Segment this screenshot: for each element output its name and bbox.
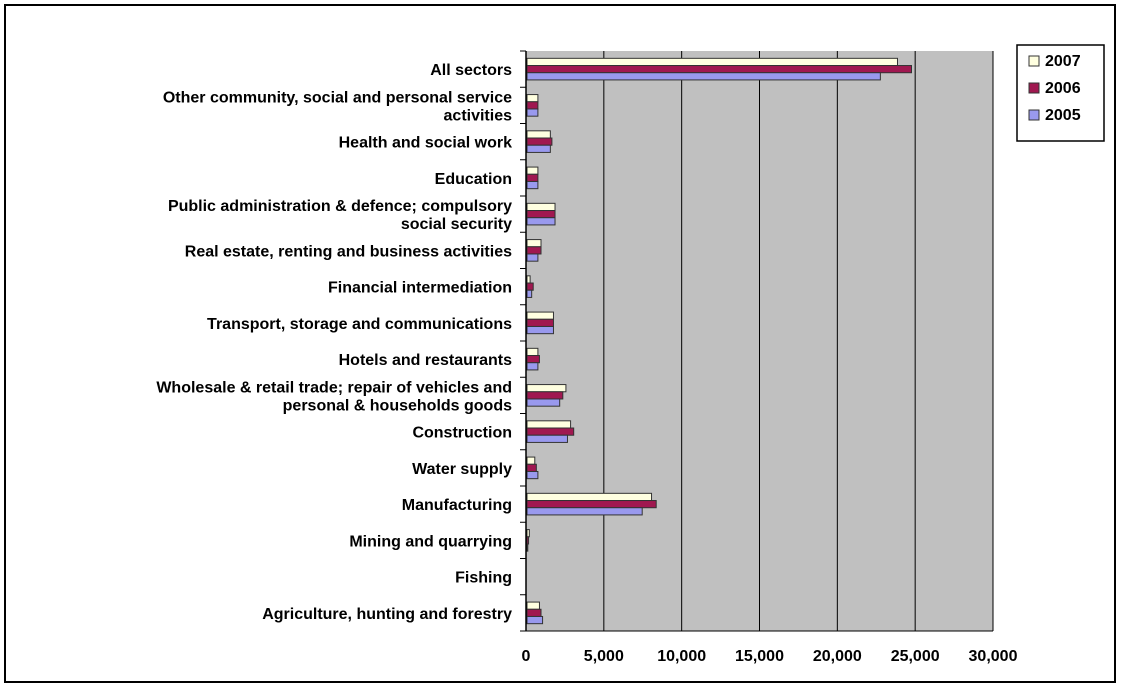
- bar-2006: [526, 137, 553, 146]
- chart-frame: All sectors Other community, social and p…: [4, 4, 1116, 683]
- bars: [526, 57, 912, 625]
- category-label: All sectors: [430, 62, 512, 79]
- x-tick-label: 30,000: [969, 648, 1018, 665]
- legend-label-2005: 2005: [1045, 107, 1081, 124]
- bar-2006: [526, 246, 542, 255]
- bar-2007: [526, 456, 536, 465]
- bar-2007: [526, 529, 530, 538]
- category-label: Wholesale & retail trade; repair of vehi…: [156, 379, 512, 414]
- x-tick-label: 10,000: [657, 648, 706, 665]
- bar-2005: [526, 543, 529, 552]
- category-label: Manufacturing: [402, 497, 512, 514]
- bar-chart: All sectors Other community, social and p…: [156, 44, 1105, 665]
- bar-2007: [526, 311, 554, 320]
- bar-2006: [526, 463, 537, 472]
- category-label: Agriculture, hunting and forestry: [262, 606, 512, 623]
- legend: 2007 2006 2005: [1016, 44, 1105, 142]
- bar-2006: [526, 318, 554, 327]
- x-tick-label: 25,000: [891, 648, 940, 665]
- bar-2007: [526, 57, 898, 67]
- bar-2005: [526, 615, 544, 625]
- bar-2006: [526, 282, 534, 291]
- x-tick-labels: 0 5,000 10,000 15,000 20,000 25,000 30,000: [522, 648, 1018, 665]
- bar-2007: [526, 166, 539, 175]
- y-axis: [520, 50, 993, 632]
- legend-swatch-2006: [1028, 82, 1040, 94]
- bar-2005: [526, 108, 539, 117]
- bar-2007: [526, 384, 567, 393]
- bar-2005: [526, 325, 554, 335]
- category-label: Water supply: [412, 461, 512, 478]
- bar-2006: [526, 427, 575, 436]
- bar-2006: [526, 65, 912, 74]
- category-label: Construction: [412, 425, 512, 442]
- gridlines: [603, 51, 994, 631]
- bar-2005: [526, 289, 533, 298]
- category-label: Financial intermediation: [328, 280, 512, 297]
- bar-2007: [526, 239, 542, 248]
- bar-2007: [526, 492, 653, 502]
- legend-label-2006: 2006: [1045, 80, 1081, 97]
- bar-2006: [526, 210, 556, 219]
- bar-2007: [526, 601, 540, 610]
- category-labels: All sectors Other community, social and p…: [156, 62, 512, 623]
- legend-swatch-2007: [1028, 55, 1040, 67]
- bar-2006: [526, 500, 657, 509]
- bar-2005: [526, 434, 568, 443]
- legend-swatch-2005: [1028, 109, 1040, 121]
- bar-2006: [526, 173, 539, 182]
- bar-2005: [526, 72, 881, 81]
- bar-2005: [526, 217, 556, 226]
- bar-2005: [526, 362, 539, 371]
- category-label: Hotels and restaurants: [339, 352, 512, 369]
- category-label: Public administration & defence; compuls…: [168, 198, 512, 233]
- x-tick-label: 20,000: [813, 648, 862, 665]
- category-label: Fishing: [455, 570, 512, 587]
- category-label: Mining and quarrying: [349, 533, 512, 550]
- category-label: Health and social work: [339, 135, 512, 152]
- bar-2007: [526, 130, 551, 139]
- bar-2006: [526, 101, 539, 110]
- bar-2007: [526, 347, 539, 357]
- x-tick-label: 5,000: [584, 648, 624, 665]
- bar-2005: [526, 398, 561, 407]
- bar-2007: [526, 275, 531, 284]
- x-tick-label: 15,000: [735, 648, 784, 665]
- category-label: Other community, social and personal ser…: [163, 89, 512, 124]
- category-label: Education: [435, 171, 512, 188]
- bar-2007: [526, 94, 539, 103]
- bar-2006: [526, 608, 542, 617]
- bar-2005: [526, 180, 539, 190]
- bar-2005: [526, 253, 539, 262]
- bar-2005: [526, 470, 539, 480]
- legend-label-2007: 2007: [1045, 53, 1081, 70]
- bar-2007: [526, 420, 572, 429]
- x-tick-label: 0: [522, 648, 531, 665]
- bar-2006: [526, 391, 564, 400]
- bar-2005: [526, 507, 643, 516]
- bar-2007: [526, 202, 556, 212]
- category-label: Real estate, renting and business activi…: [185, 243, 512, 260]
- bar-2005: [526, 144, 551, 153]
- bar-2006: [526, 355, 540, 364]
- category-label: Transport, storage and communications: [207, 316, 512, 333]
- bar-2006: [526, 536, 530, 545]
